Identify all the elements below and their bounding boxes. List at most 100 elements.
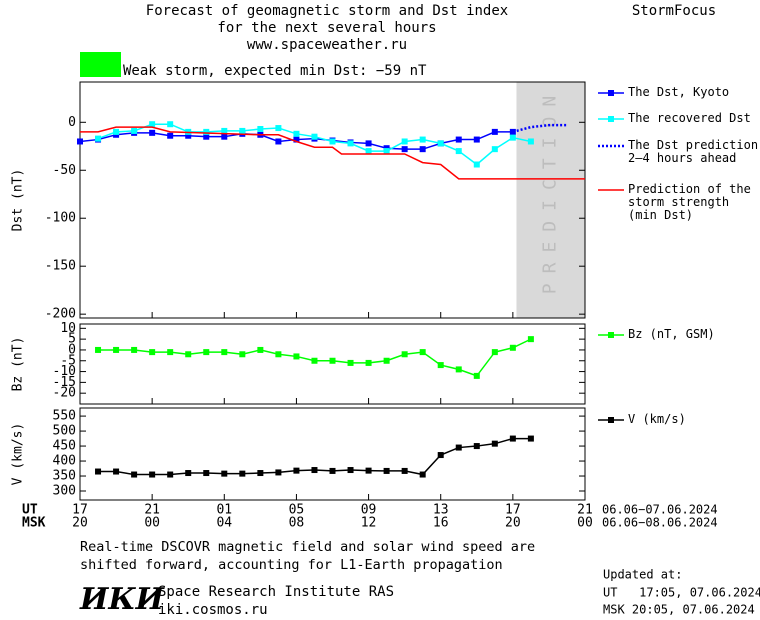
series-point bbox=[509, 344, 516, 351]
series-point bbox=[401, 138, 408, 145]
ut-range: 06.06−07.06.2024 bbox=[602, 503, 718, 517]
y-axis-label: V (km/s) bbox=[11, 423, 26, 486]
url: www.spaceweather.ru bbox=[247, 37, 407, 53]
series-point bbox=[257, 470, 264, 477]
series-point bbox=[275, 138, 282, 145]
series-point bbox=[257, 346, 264, 353]
prediction-label: PREDICTION bbox=[540, 86, 561, 294]
series-point bbox=[527, 336, 534, 343]
series-point bbox=[167, 349, 174, 356]
series-point bbox=[95, 346, 102, 353]
series-point bbox=[401, 146, 408, 153]
series-point bbox=[239, 351, 246, 358]
series-point bbox=[113, 346, 120, 353]
legend-marker bbox=[608, 90, 614, 96]
x-tick-label: 09 bbox=[361, 503, 377, 518]
series-point bbox=[401, 351, 408, 358]
x-tick-label-msk: 00 bbox=[577, 516, 593, 531]
y-tick-label: -100 bbox=[45, 211, 76, 226]
series-point bbox=[203, 470, 210, 477]
y-tick-label: -50 bbox=[53, 163, 76, 178]
series-point bbox=[95, 468, 102, 475]
x-tick-label: 13 bbox=[433, 503, 449, 518]
series-point bbox=[311, 357, 318, 364]
legend-entry: V (km/s) bbox=[628, 412, 686, 426]
series-point bbox=[203, 128, 210, 135]
series-point bbox=[275, 469, 282, 476]
y-axis-label: Dst (nT) bbox=[11, 169, 26, 232]
series-line bbox=[98, 338, 532, 377]
series-point bbox=[167, 121, 174, 128]
series-point bbox=[383, 148, 390, 155]
series-point bbox=[419, 349, 426, 356]
series-point bbox=[293, 136, 300, 143]
series-point bbox=[293, 130, 300, 137]
series-point bbox=[473, 443, 480, 450]
x-tick-label: 05 bbox=[289, 503, 305, 518]
series-point bbox=[275, 351, 282, 358]
x-tick-label: 17 bbox=[505, 503, 521, 518]
series-point bbox=[419, 136, 426, 143]
series-point bbox=[113, 468, 120, 475]
prediction-region bbox=[516, 82, 585, 318]
series-point bbox=[347, 467, 354, 474]
y-tick-label: 550 bbox=[53, 409, 76, 424]
series-point bbox=[131, 346, 138, 353]
series-point bbox=[221, 349, 228, 356]
series-point bbox=[491, 440, 498, 447]
series-point bbox=[473, 161, 480, 168]
x-tick-label-msk: 12 bbox=[361, 516, 377, 531]
series-point bbox=[149, 121, 156, 128]
title: Forecast of geomagnetic storm and Dst in… bbox=[146, 3, 508, 19]
series-point bbox=[473, 136, 480, 143]
y-tick-label: -200 bbox=[45, 307, 76, 322]
series-point bbox=[383, 467, 390, 474]
series-point bbox=[365, 148, 372, 155]
series-point bbox=[527, 138, 534, 145]
series-point bbox=[509, 134, 516, 141]
y-tick-label: 500 bbox=[53, 424, 76, 439]
series-point bbox=[365, 467, 372, 474]
series-point bbox=[419, 146, 426, 153]
series-point bbox=[167, 471, 174, 478]
x-tick-label: 01 bbox=[216, 503, 232, 518]
series-point bbox=[509, 435, 516, 442]
series-point bbox=[311, 133, 318, 140]
x-tick-label: 21 bbox=[577, 503, 593, 518]
series-point bbox=[473, 372, 480, 379]
series-point bbox=[131, 471, 138, 478]
series-point bbox=[221, 470, 228, 477]
series-point bbox=[149, 349, 156, 356]
x-tick-label-msk: 20 bbox=[72, 516, 88, 531]
note: Real-time DSCOVR magnetic field and sola… bbox=[80, 539, 536, 573]
legend-entry: The Dst, Kyoto bbox=[628, 85, 730, 99]
series-point bbox=[257, 126, 264, 133]
brand: StormFocus bbox=[632, 3, 716, 19]
series-point bbox=[329, 138, 336, 145]
y-tick-label: 10 bbox=[60, 321, 76, 336]
series-point bbox=[275, 125, 282, 132]
plot-frame bbox=[79, 81, 586, 319]
msk-range: 06.06−08.06.2024 bbox=[602, 516, 718, 530]
series-point bbox=[383, 357, 390, 364]
series-point bbox=[293, 353, 300, 360]
logo: ИКИ bbox=[79, 582, 166, 617]
series-line bbox=[80, 126, 585, 180]
legend-marker bbox=[608, 116, 614, 122]
y-tick-label: -20 bbox=[53, 386, 76, 401]
series-point bbox=[95, 135, 102, 142]
y-tick-label: 5 bbox=[68, 332, 76, 347]
series-point bbox=[149, 129, 156, 136]
series-point bbox=[203, 349, 210, 356]
series-point bbox=[329, 357, 336, 364]
series-point bbox=[437, 362, 444, 369]
updated: Updated at: bbox=[603, 568, 682, 582]
x-tick-label: 17 bbox=[72, 503, 88, 518]
y-tick-label: -150 bbox=[45, 259, 76, 274]
series-point bbox=[131, 127, 138, 134]
y-tick-label: 0 bbox=[68, 115, 76, 130]
storm-label: Weak storm, expected min Dst: −59 nT bbox=[123, 63, 427, 79]
series-point bbox=[347, 359, 354, 366]
y-axis-label: Bz (nT) bbox=[11, 337, 26, 392]
